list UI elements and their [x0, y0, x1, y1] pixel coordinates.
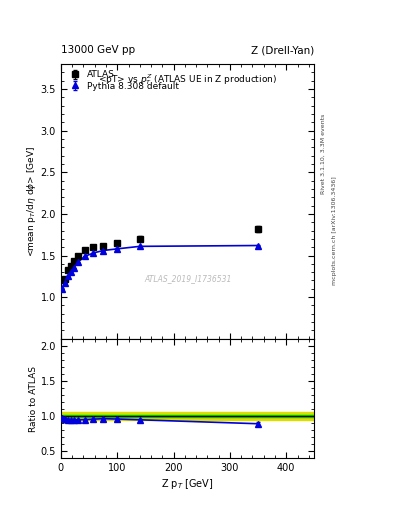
Text: <pT> vs $p^Z_T$ (ATLAS UE in Z production): <pT> vs $p^Z_T$ (ATLAS UE in Z productio…: [98, 72, 277, 87]
Bar: [61, 412, 314, 420]
Text: Rivet 3.1.10, 3.3M events: Rivet 3.1.10, 3.3M events: [320, 114, 325, 194]
Bar: [61, 415, 314, 417]
Legend: ATLAS, Pythia 8.308 default: ATLAS, Pythia 8.308 default: [65, 69, 181, 92]
Y-axis label: <mean p$_T$/d$\eta$ d$\phi$> [GeV]: <mean p$_T$/d$\eta$ d$\phi$> [GeV]: [25, 146, 38, 257]
Text: Z (Drell-Yan): Z (Drell-Yan): [251, 45, 314, 55]
Y-axis label: Ratio to ATLAS: Ratio to ATLAS: [29, 366, 38, 432]
Text: ATLAS_2019_I1736531: ATLAS_2019_I1736531: [144, 274, 231, 283]
X-axis label: Z p$_T$ [GeV]: Z p$_T$ [GeV]: [161, 477, 214, 492]
Text: 13000 GeV pp: 13000 GeV pp: [61, 45, 135, 55]
Text: mcplots.cern.ch [arXiv:1306.3436]: mcplots.cern.ch [arXiv:1306.3436]: [332, 176, 337, 285]
